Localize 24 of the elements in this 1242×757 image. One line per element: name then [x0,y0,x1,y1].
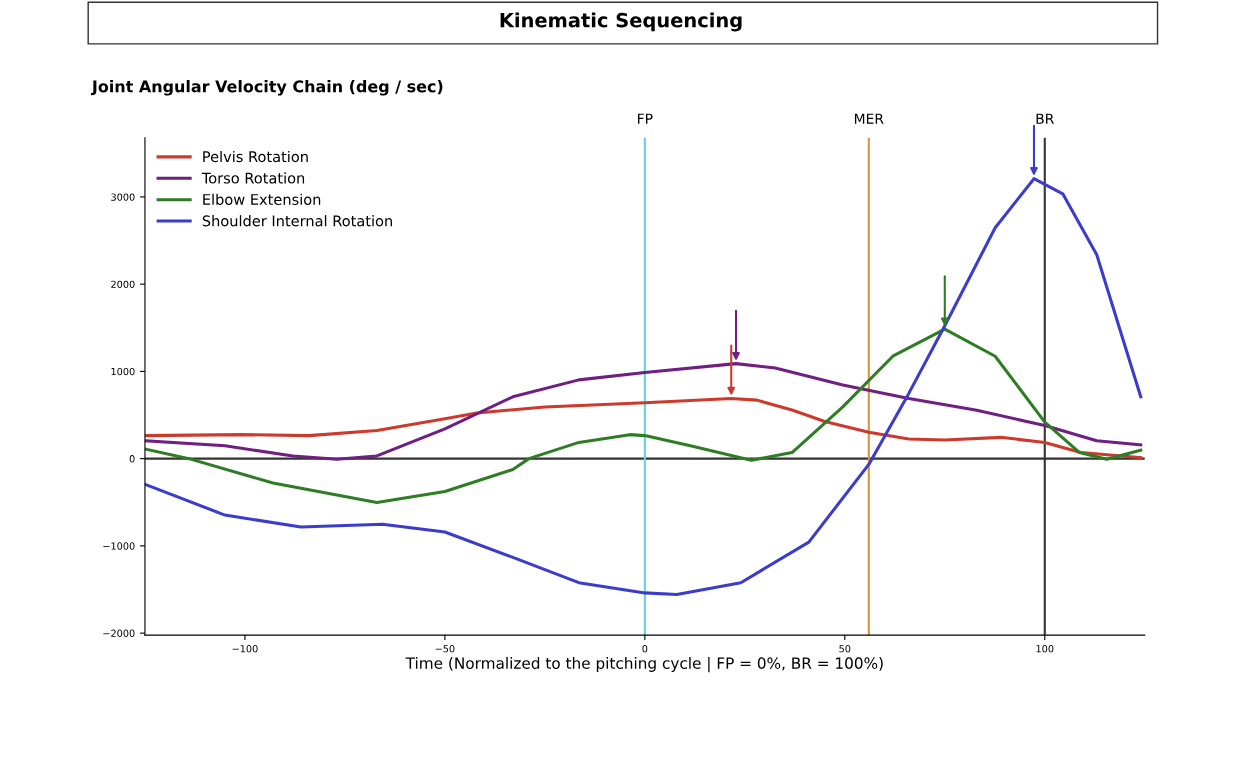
x-tick-label: 0 [642,645,648,653]
ref-line-label: FP [638,113,653,124]
x-axis-title: Time (Normalized to the pitching cycle | FP = 0%, BR = 100%) [405,657,883,673]
legend-label: Pelvis Rotation [203,150,308,163]
x-tick-label: 100 [1036,645,1054,653]
ref-line-label: BR [1036,113,1054,124]
chart-title: Kinematic Sequencing [500,12,742,32]
legend-label: Elbow Extension [203,193,321,205]
y-tick-label: −1000 [103,542,135,550]
legend-label: Torso Rotation [201,172,305,184]
line-series [144,327,1143,505]
x-tick-label: 50 [839,645,851,653]
chart-subtitle: Joint Angular Velocity Chain (deg / sec) [91,80,443,96]
ref-line-label: MER [854,113,884,124]
line-series [144,362,1143,461]
y-tick-label: 1000 [111,367,135,376]
x-tick-label: −100 [232,645,258,653]
y-tick-label: 2000 [111,280,135,288]
legend-label: Shoulder Internal Rotation [202,215,392,227]
y-tick-label: 3000 [111,193,135,201]
y-tick-label: 0 [129,455,135,463]
x-tick-label: −50 [435,645,455,653]
y-tick-label: −2000 [103,629,135,637]
line-series [144,396,1143,460]
